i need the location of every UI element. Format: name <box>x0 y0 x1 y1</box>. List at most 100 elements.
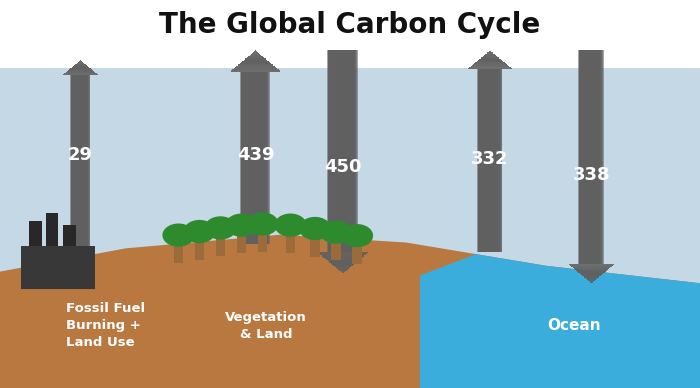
Bar <box>71 75 81 246</box>
Ellipse shape <box>246 212 279 236</box>
Text: 29: 29 <box>68 146 93 164</box>
Bar <box>71 75 84 246</box>
Bar <box>63 225 76 256</box>
Bar <box>71 75 83 246</box>
Bar <box>570 265 612 266</box>
Bar <box>328 50 335 252</box>
Bar <box>331 263 355 264</box>
Bar <box>328 50 329 252</box>
Bar <box>241 72 256 244</box>
Bar <box>241 62 270 63</box>
Bar <box>479 59 501 60</box>
Text: 332: 332 <box>471 150 509 168</box>
Bar <box>580 50 598 264</box>
Bar <box>581 274 602 275</box>
Bar <box>241 72 251 244</box>
Bar <box>241 72 255 244</box>
Bar <box>325 258 361 259</box>
Bar <box>253 52 258 53</box>
Bar <box>478 69 490 252</box>
Bar <box>578 50 579 264</box>
Bar <box>71 75 85 246</box>
Bar <box>468 68 512 69</box>
Bar <box>478 69 499 252</box>
Bar <box>71 75 87 246</box>
Bar <box>477 69 479 252</box>
Bar <box>323 257 363 258</box>
Bar <box>71 75 78 246</box>
Ellipse shape <box>299 217 331 240</box>
Bar <box>580 50 585 264</box>
Ellipse shape <box>225 213 258 237</box>
Bar <box>329 50 339 252</box>
Bar <box>258 235 267 252</box>
Bar <box>244 59 267 60</box>
Bar <box>241 72 268 244</box>
Bar <box>328 50 330 252</box>
Bar <box>254 51 257 52</box>
Bar <box>328 50 337 252</box>
Bar <box>310 239 320 257</box>
Bar <box>329 50 343 252</box>
Ellipse shape <box>341 224 373 247</box>
Bar <box>334 265 352 266</box>
Bar <box>329 50 356 252</box>
Bar <box>241 72 246 244</box>
Bar <box>588 280 595 281</box>
Bar <box>339 270 347 271</box>
Bar <box>584 276 599 277</box>
Bar <box>71 75 76 246</box>
Bar <box>71 75 86 246</box>
Bar <box>66 72 95 73</box>
Bar <box>477 61 503 62</box>
Bar <box>580 50 584 264</box>
Bar <box>580 50 599 264</box>
Bar <box>241 72 270 244</box>
Bar <box>71 75 79 246</box>
Bar <box>332 264 354 265</box>
Bar <box>580 50 594 264</box>
Bar <box>478 69 491 252</box>
Bar <box>329 50 347 252</box>
Bar <box>487 52 493 53</box>
Bar <box>580 50 603 264</box>
Bar <box>478 69 494 252</box>
Text: The Global Carbon Cycle: The Global Carbon Cycle <box>160 11 540 39</box>
Bar <box>580 50 586 264</box>
Bar <box>241 72 269 244</box>
Bar <box>241 72 249 244</box>
Text: 338: 338 <box>573 166 610 184</box>
Polygon shape <box>21 246 94 289</box>
Polygon shape <box>420 254 700 388</box>
Bar <box>71 75 75 246</box>
Bar <box>580 50 598 264</box>
Bar <box>253 53 258 54</box>
Bar <box>329 50 341 252</box>
Bar <box>71 75 72 246</box>
Bar <box>337 268 349 269</box>
Bar <box>79 61 82 62</box>
Bar <box>329 50 354 252</box>
Bar <box>329 50 356 252</box>
Bar <box>241 72 262 244</box>
Bar <box>320 254 366 255</box>
Bar <box>574 268 609 269</box>
Bar <box>239 72 241 244</box>
Bar <box>352 246 362 264</box>
Bar <box>571 266 612 267</box>
Bar <box>489 51 491 52</box>
Bar <box>63 74 98 75</box>
Bar <box>342 273 344 274</box>
Bar <box>249 55 262 56</box>
Bar <box>478 69 488 252</box>
Ellipse shape <box>162 223 195 247</box>
Bar <box>328 50 332 252</box>
Bar <box>335 267 351 268</box>
Bar <box>286 236 295 253</box>
Bar <box>478 60 502 61</box>
Bar <box>475 63 505 64</box>
Bar <box>234 68 277 69</box>
Text: 450: 450 <box>324 158 362 176</box>
Bar <box>21 246 94 289</box>
Bar <box>580 50 587 264</box>
